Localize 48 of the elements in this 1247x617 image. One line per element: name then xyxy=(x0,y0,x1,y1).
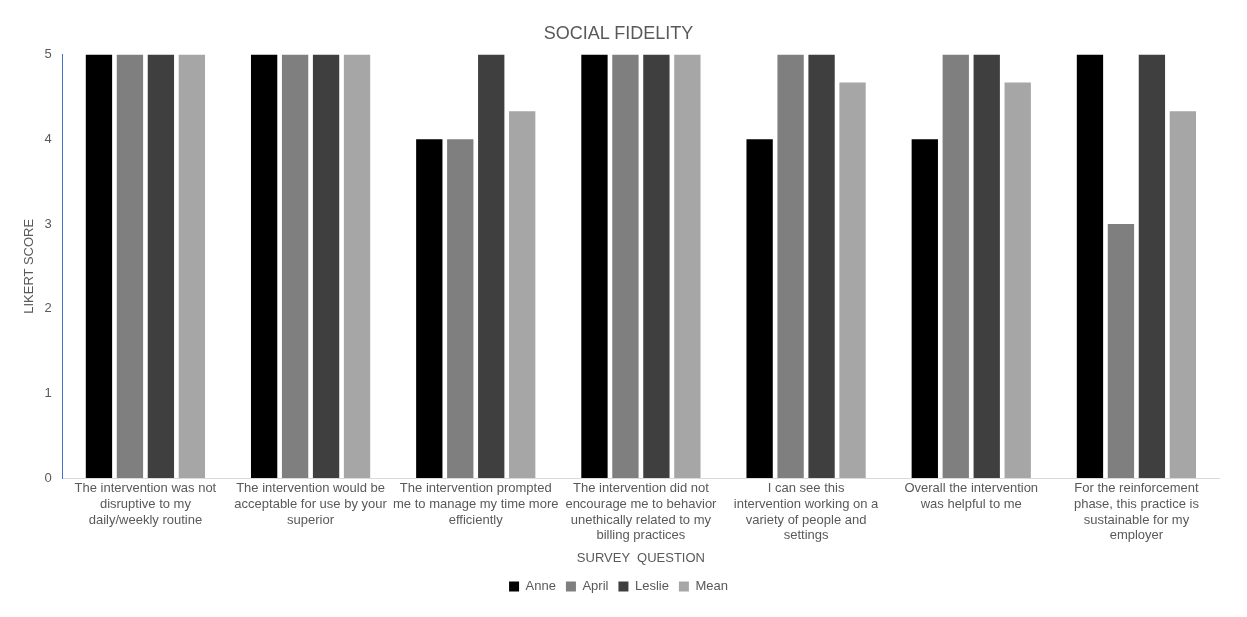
bar xyxy=(808,54,835,478)
x-tick-label: Overall the intervention was helpful to me xyxy=(904,480,1039,511)
bar xyxy=(478,54,505,478)
bar xyxy=(1107,223,1135,478)
bar xyxy=(746,139,773,478)
x-tick-label: The intervention would be acceptable for use by your superior xyxy=(234,480,388,527)
bar xyxy=(839,82,866,478)
bar xyxy=(85,54,113,478)
bar xyxy=(1169,111,1197,478)
bar xyxy=(312,54,340,478)
x-tick-label: The intervention prompted me to manage my time more efficiently xyxy=(393,480,559,527)
bar xyxy=(973,54,1000,478)
y-tick-label: 2 xyxy=(44,300,52,316)
bar xyxy=(447,139,474,478)
bar xyxy=(250,54,278,478)
bar xyxy=(674,54,701,478)
bar xyxy=(1138,54,1166,478)
legend-label: Anne xyxy=(525,578,556,594)
bar xyxy=(643,54,670,478)
y-tick-label: 1 xyxy=(44,384,52,400)
y-axis-title: LIKERT SCORE xyxy=(21,218,37,314)
bar xyxy=(147,54,175,478)
bar xyxy=(1076,54,1104,478)
y-tick-label: 4 xyxy=(44,130,52,146)
bar xyxy=(581,54,608,478)
legend-label: Leslie xyxy=(634,578,669,594)
legend-label: April xyxy=(582,578,609,594)
x-tick-label: For the reinforcement phase, this practice is sustainable for my employer xyxy=(1073,480,1200,543)
chart-title: SOCIAL FIDELITY xyxy=(543,22,694,43)
y-tick-label: 0 xyxy=(44,469,52,485)
bar xyxy=(416,139,443,478)
legend-label: Mean xyxy=(695,578,728,594)
y-tick-label: 3 xyxy=(44,215,52,231)
bar xyxy=(178,54,206,478)
y-tick-label: 5 xyxy=(44,46,52,62)
bar xyxy=(116,54,144,478)
bar xyxy=(942,54,969,478)
bar xyxy=(911,139,938,478)
bar xyxy=(612,54,639,478)
bar xyxy=(509,111,536,478)
x-tick-label: The intervention was not disruptive to my daily/weekly routine xyxy=(74,480,217,527)
bar xyxy=(1004,82,1031,478)
bar xyxy=(281,54,309,478)
x-tick-label: The intervention did not encourage me to behavior unethically related to my billing practices xyxy=(565,480,718,543)
bar xyxy=(777,54,804,478)
x-tick-label: I can see this intervention working on a variety of people and settings xyxy=(733,480,880,543)
x-axis-title: SURVEY QUESTION xyxy=(576,549,705,565)
bar xyxy=(343,54,371,478)
